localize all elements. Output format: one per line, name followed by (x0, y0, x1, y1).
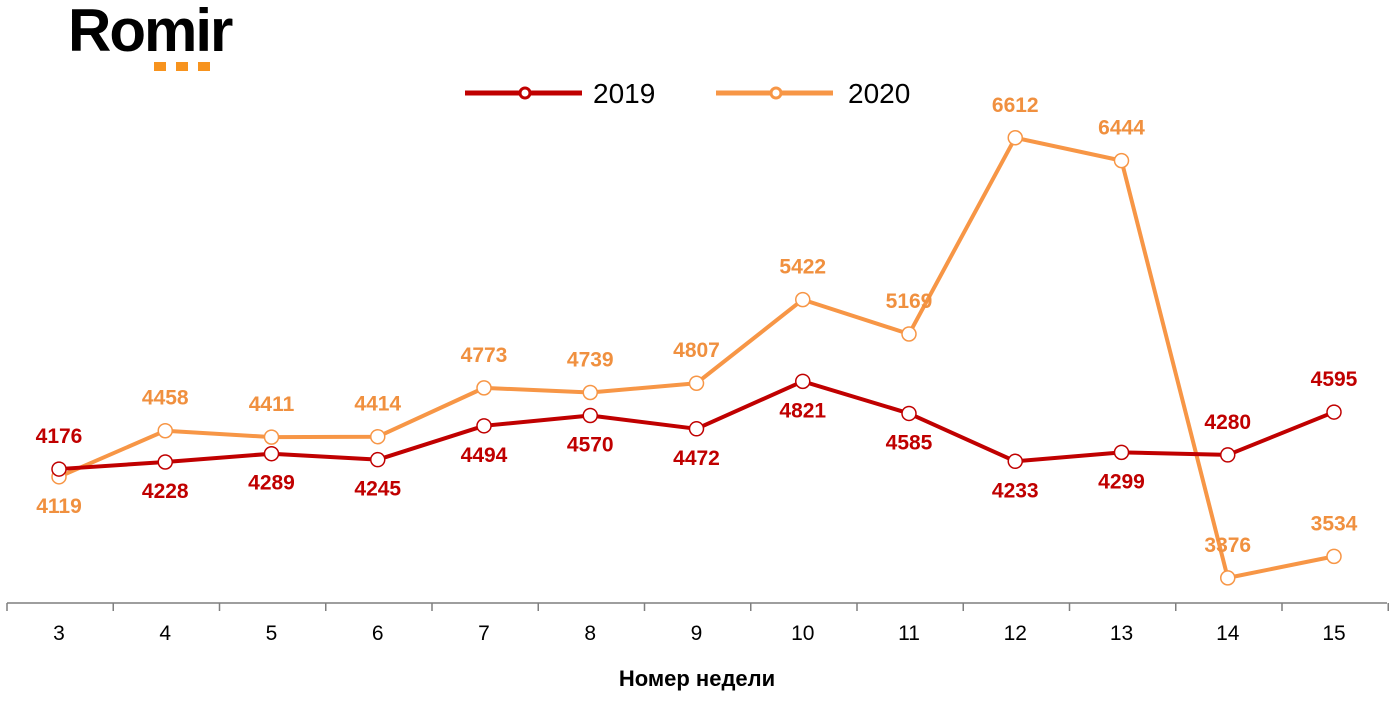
data-label: 4299 (1098, 470, 1145, 493)
data-label: 4289 (248, 472, 295, 495)
x-tick-label: 11 (898, 622, 920, 645)
data-point (370, 451, 386, 468)
data-point (1220, 447, 1236, 463)
legend-label-2020: 2020 (848, 78, 910, 109)
data-point (51, 461, 67, 477)
data-label: 4411 (249, 393, 295, 416)
x-tick-label: 15 (1322, 622, 1345, 645)
data-label: 4494 (461, 444, 508, 467)
data-point (1326, 404, 1342, 420)
data-point (370, 428, 386, 445)
data-point (795, 291, 811, 308)
data-point (1113, 444, 1130, 461)
x-tick-label: 12 (1004, 622, 1027, 645)
data-point (157, 422, 173, 439)
data-label: 4585 (886, 431, 933, 454)
x-tick-label: 4 (159, 622, 171, 645)
data-point (688, 421, 705, 437)
data-point (157, 454, 173, 470)
data-label: 6444 (1098, 117, 1145, 140)
x-tick-label: 14 (1216, 622, 1240, 645)
series-2019: 4176 4228 4289 4245 4494 4570 4472 4821 4585 4233… (36, 368, 1358, 503)
data-point (476, 380, 492, 396)
x-tick-label: 13 (1110, 622, 1133, 645)
x-tick-label: 8 (584, 622, 596, 645)
data-point (795, 373, 811, 390)
x-tick-label: 6 (372, 622, 384, 645)
data-point (1007, 453, 1023, 470)
data-label: 4807 (673, 339, 720, 362)
data-label: 6612 (992, 94, 1039, 117)
romir-logo: Romir (68, 0, 233, 71)
data-label: 5169 (886, 290, 933, 313)
data-point (901, 405, 917, 422)
data-label: 4570 (567, 433, 614, 456)
legend-marker-2019 (518, 86, 532, 100)
series-group: 4119 4458 4411 4414 4773 4739 4807 5422 5169 6612… (36, 94, 1358, 586)
data-label: 4773 (461, 344, 508, 367)
data-label: 5422 (779, 256, 826, 279)
legend-marker-2020 (769, 86, 783, 100)
data-label: 4228 (142, 480, 189, 503)
data-point (263, 429, 280, 445)
x-tick-label: 3 (53, 622, 65, 645)
data-point (476, 418, 492, 434)
data-point (1220, 570, 1236, 586)
x-axis: 3 4 5 6 7 8 9 10 11 12 13 14 15 (6, 602, 1389, 645)
data-point (901, 326, 917, 342)
legend: 2019 2020 (465, 78, 910, 109)
x-tick-label: 10 (791, 622, 814, 645)
x-tick-label: 7 (478, 622, 490, 645)
data-point (582, 407, 598, 424)
data-label: 4176 (36, 425, 83, 448)
data-label: 4119 (36, 495, 82, 518)
data-label: 4233 (992, 479, 1039, 502)
data-label: 4245 (354, 478, 401, 501)
data-label: 4280 (1204, 411, 1251, 434)
data-point (1326, 548, 1342, 565)
logo-text: Romir (68, 0, 233, 64)
data-label: 3376 (1204, 534, 1251, 557)
data-label: 4414 (354, 393, 401, 416)
data-point (582, 384, 598, 401)
data-label: 4821 (779, 399, 826, 422)
data-point (688, 375, 705, 391)
x-tick-label: 9 (691, 622, 703, 645)
data-point (1007, 130, 1023, 146)
x-tick-label: 5 (266, 622, 278, 645)
data-label: 4595 (1311, 368, 1358, 391)
x-axis-label: Номер недели (619, 666, 775, 691)
data-label: 3534 (1311, 512, 1358, 535)
data-label: 4458 (142, 387, 189, 410)
data-label: 4739 (567, 348, 614, 371)
data-point (1113, 152, 1130, 169)
legend-label-2019: 2019 (593, 78, 655, 109)
data-label: 4472 (673, 447, 720, 470)
series-2020: 4119 4458 4411 4414 4773 4739 4807 5422 5169 6612… (36, 94, 1358, 586)
data-point (263, 445, 280, 462)
